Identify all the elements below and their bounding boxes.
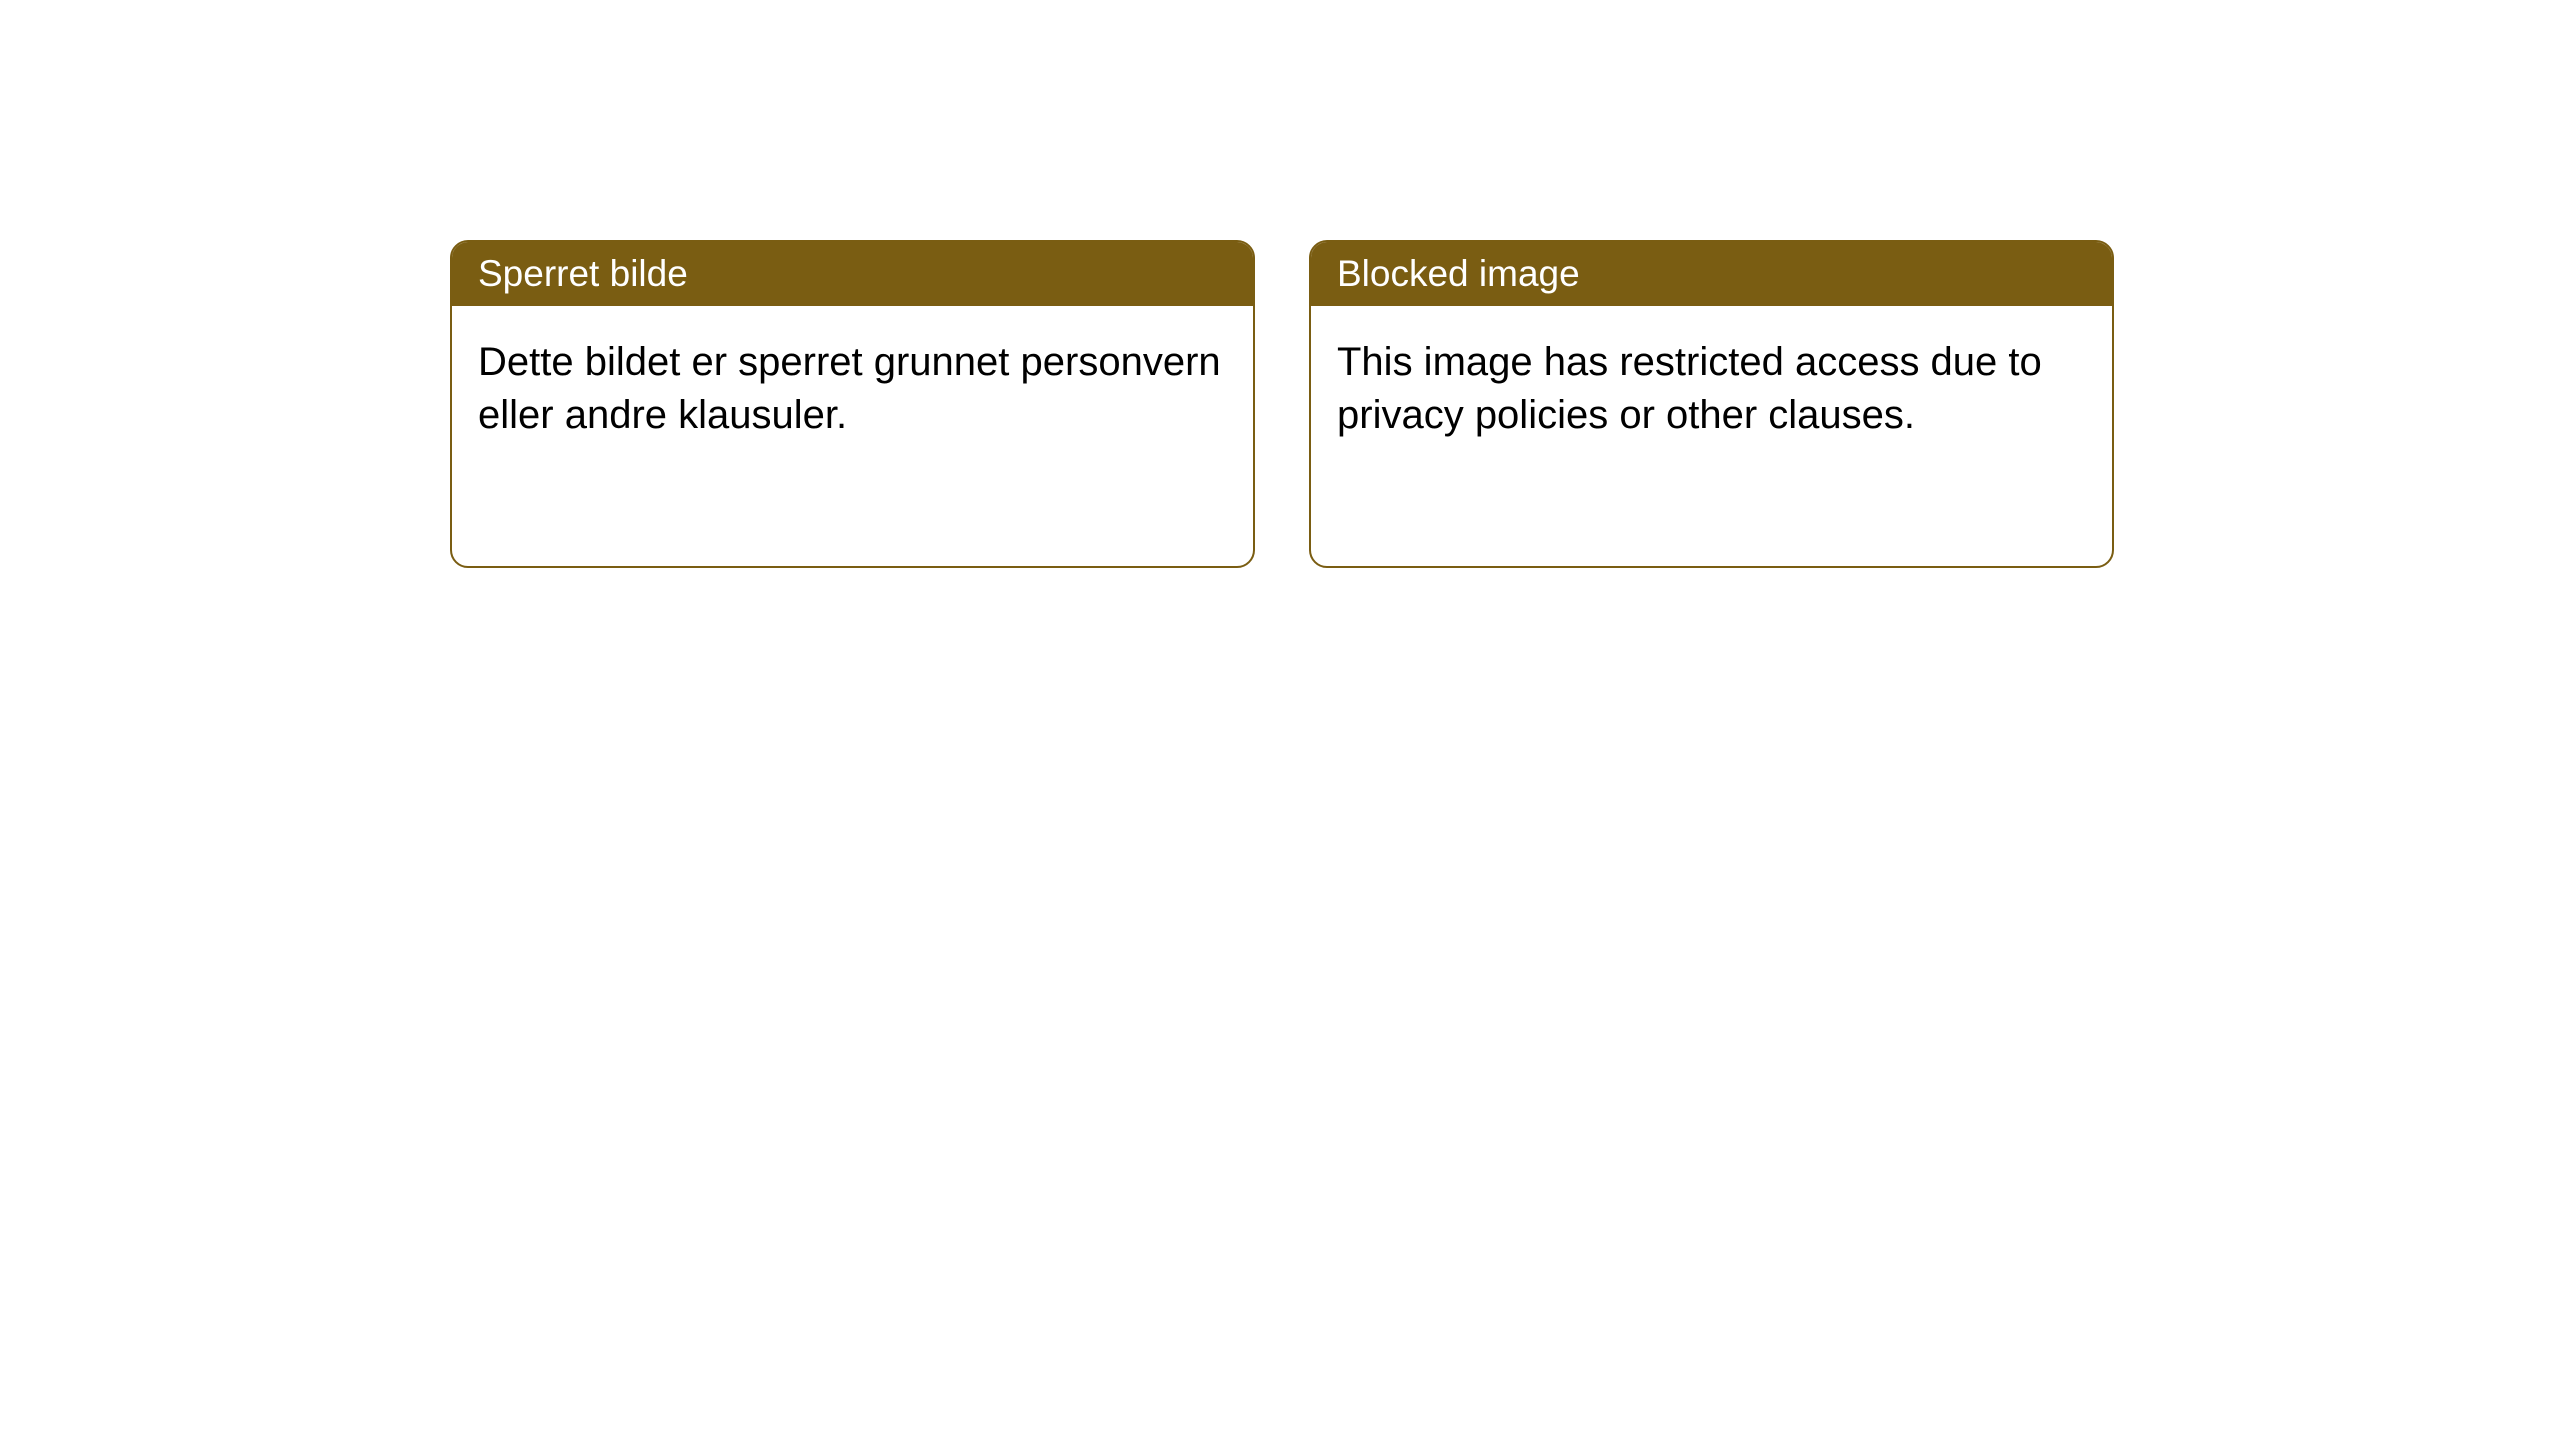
notice-card-english: Blocked image This image has restricted … bbox=[1309, 240, 2114, 568]
notice-card-norwegian: Sperret bilde Dette bildet er sperret gr… bbox=[450, 240, 1255, 568]
notice-card-container: Sperret bilde Dette bildet er sperret gr… bbox=[450, 240, 2114, 568]
card-body: This image has restricted access due to … bbox=[1311, 306, 2112, 566]
card-header-text: Sperret bilde bbox=[478, 253, 688, 294]
card-body-text: This image has restricted access due to … bbox=[1337, 340, 2042, 437]
card-body: Dette bildet er sperret grunnet personve… bbox=[452, 306, 1253, 566]
card-header-text: Blocked image bbox=[1337, 253, 1580, 294]
card-header: Blocked image bbox=[1311, 242, 2112, 306]
card-body-text: Dette bildet er sperret grunnet personve… bbox=[478, 340, 1221, 437]
card-header: Sperret bilde bbox=[452, 242, 1253, 306]
